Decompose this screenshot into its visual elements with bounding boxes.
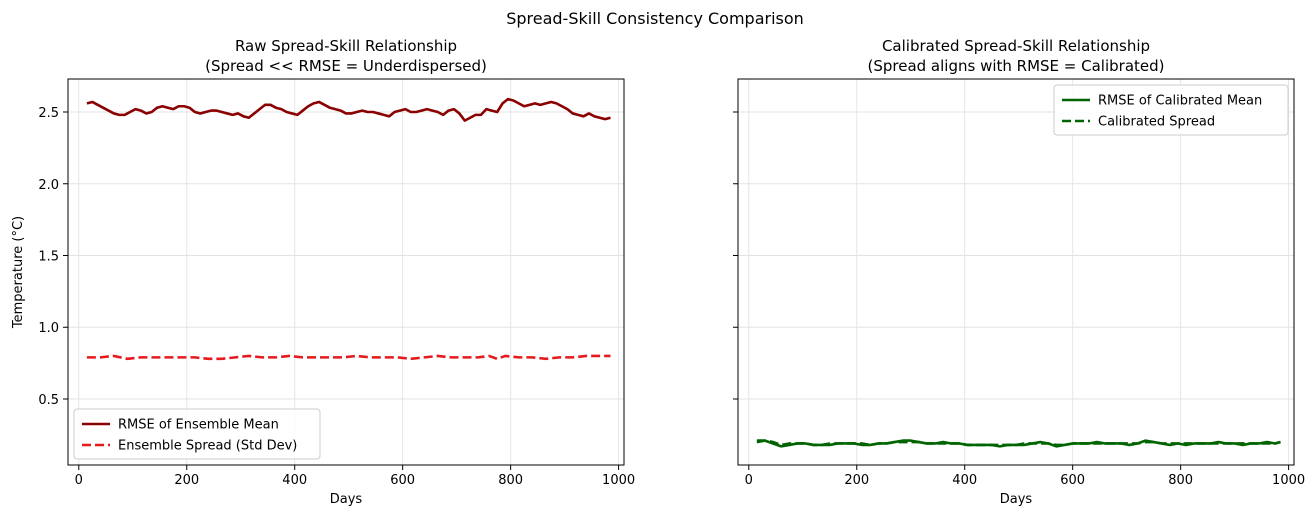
right-x-tick-label: 200 [844,473,869,488]
left-panel: 0 200 400 600 800 1000 0.5 1.0 1.5 2.0 2.5 Days Temp… [11,37,635,507]
right-x-axis-label: Days [1000,492,1033,507]
left-legend-label-0: RMSE of Ensemble Mean [118,418,279,433]
left-x-axis-label: Days [330,492,363,507]
right-legend-box [1053,84,1289,136]
right-legend-label-1: Calibrated Spread [1098,115,1215,130]
left-y-tick-label: 1.5 [38,249,59,264]
left-axes-frame [67,78,625,466]
figure-suptitle: Spread-Skill Consistency Comparison [506,9,804,28]
left-legend-label-1: Ensemble Spread (Std Dev) [118,439,297,454]
left-title-line1: Raw Spread-Skill Relationship [235,37,457,55]
left-y-axis-label: Temperature (°C) [11,216,26,329]
right-x-tick-label: 400 [952,473,977,488]
left-x-tick-label: 200 [174,473,199,488]
right-series-line-1 [756,439,1281,447]
right-title-line2: (Spread aligns with RMSE = Calibrated) [867,57,1164,75]
left-y-tick-label: 2.0 [38,178,59,193]
right-x-tick-label: 600 [1060,473,1085,488]
left-series-line-0 [86,97,611,122]
left-y-tick-label: 1.0 [38,321,59,336]
left-x-tick-label: 400 [282,473,307,488]
left-title-line2: (Spread << RMSE = Underdispersed) [205,57,487,75]
right-axes-frame [737,78,1295,466]
right-title-line1: Calibrated Spread-Skill Relationship [882,37,1150,55]
right-x-tick-label: 800 [1168,473,1193,488]
left-legend-box [73,408,321,460]
right-x-tick-label: 0 [745,473,753,488]
right-panel: 0 200 400 600 800 1000 Days Calibrated Spread-S… [733,37,1305,507]
right-legend: RMSE of Calibrated Mean Calibrated Spread [1053,84,1289,136]
left-y-tick-label: 0.5 [38,393,59,408]
left-series-line-1 [86,354,611,361]
left-y-tick-label: 2.5 [38,106,59,121]
left-x-tick-label: 600 [390,473,415,488]
left-legend: RMSE of Ensemble Mean Ensemble Spread (St… [73,408,321,460]
left-x-tick-label: 800 [498,473,523,488]
right-x-tick-label: 1000 [1272,473,1305,488]
left-x-tick-label: 0 [75,473,83,488]
left-x-tick-label: 1000 [602,473,635,488]
right-legend-label-0: RMSE of Calibrated Mean [1098,94,1262,109]
